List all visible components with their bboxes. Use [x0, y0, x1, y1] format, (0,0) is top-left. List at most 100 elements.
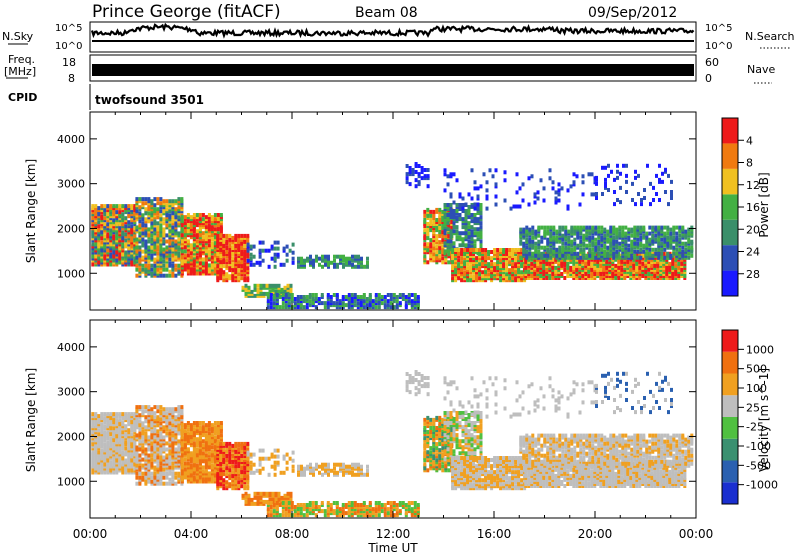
power-cell [426, 260, 430, 265]
power-cell [281, 301, 285, 306]
power-cell [576, 243, 580, 248]
velocity-cell [168, 465, 172, 470]
power-cell [488, 168, 492, 173]
power-cell [109, 212, 113, 217]
power-cell [234, 244, 238, 248]
power-cell [466, 248, 470, 252]
power-cell [213, 239, 217, 244]
velocity-cell [156, 463, 160, 468]
power-cell [452, 241, 456, 246]
power-cell [509, 206, 513, 211]
power-cell [603, 233, 607, 238]
velocity-cell [162, 425, 166, 430]
power-cell [121, 212, 125, 217]
power-cell [451, 254, 455, 258]
power-cell [106, 226, 110, 231]
power-cell [207, 239, 211, 244]
power-cell [219, 225, 223, 230]
velocity-cell [162, 419, 166, 424]
power-cell [162, 247, 166, 252]
velocity-cell [147, 457, 151, 462]
power-cell [624, 247, 628, 252]
power-cell [243, 244, 247, 248]
power-cell [341, 295, 345, 299]
power-cell [640, 202, 643, 207]
velocity-cell [124, 450, 128, 455]
power-cell [639, 247, 643, 252]
power-cell [461, 203, 465, 207]
power-cell [651, 233, 655, 238]
power-cell [511, 254, 515, 258]
power-cell [144, 239, 148, 244]
power-cell [127, 220, 131, 225]
power-cell [273, 264, 277, 269]
power-cell [283, 287, 287, 292]
power-cell [572, 272, 576, 276]
power-cell [432, 216, 436, 220]
power-cell [309, 260, 312, 265]
power-cell [296, 295, 300, 299]
power-cell [342, 262, 345, 267]
velocity-cell [162, 471, 166, 476]
power-cell [687, 245, 691, 250]
power-cell [466, 256, 470, 261]
power-cell [389, 305, 393, 310]
power-cell [186, 215, 190, 220]
power-cell [183, 249, 187, 254]
power-cell [446, 213, 450, 217]
velocity-cell [94, 412, 98, 417]
power-cell [543, 233, 547, 238]
freq-label: Freq. [8, 53, 35, 66]
power-cell [515, 204, 519, 209]
power-cell [485, 194, 489, 199]
power-cell [312, 258, 315, 263]
power-cell [605, 272, 609, 276]
power-cell [276, 252, 280, 257]
power-cell [180, 255, 184, 260]
power-cell [618, 225, 622, 230]
velocity-cell [174, 457, 178, 462]
power-cell [687, 237, 691, 242]
power-cell [650, 259, 654, 264]
power-cell [542, 259, 546, 264]
velocity-cell [156, 419, 160, 424]
power-cell [654, 225, 658, 230]
power-cell [165, 223, 169, 228]
power-cell [228, 274, 232, 279]
power-cell [274, 283, 278, 288]
power-cell [171, 271, 175, 276]
power-cell [460, 248, 464, 252]
velocity-cell [109, 436, 113, 441]
power-cell [165, 249, 169, 254]
power-cell [405, 176, 409, 181]
power-cell [189, 243, 193, 248]
power-cell [247, 285, 251, 290]
power-cell [633, 225, 637, 230]
power-cell [408, 166, 412, 170]
power-cell [273, 256, 277, 261]
power-cell [357, 254, 360, 259]
power-cell [576, 251, 580, 256]
power-cell [672, 245, 676, 250]
power-cell [602, 259, 606, 264]
power-cell [109, 204, 113, 209]
power-cell [156, 267, 160, 272]
velocity-cell [106, 440, 110, 445]
power-cell [246, 242, 250, 247]
power-cell [608, 272, 612, 276]
power-cell [97, 242, 101, 247]
power-cell [584, 259, 588, 264]
power-cell [177, 199, 181, 204]
power-cell [222, 233, 226, 238]
power-cell [159, 209, 163, 214]
power-cell [579, 247, 583, 252]
velocity-cell [147, 405, 151, 410]
power-cell [619, 171, 622, 176]
power-cell [103, 204, 107, 209]
power-cell [130, 224, 134, 229]
power-cell [127, 250, 131, 255]
power-cell [519, 227, 523, 232]
nave-label: Nave [747, 63, 775, 76]
power-cell [690, 245, 694, 250]
power-cell [389, 301, 393, 306]
